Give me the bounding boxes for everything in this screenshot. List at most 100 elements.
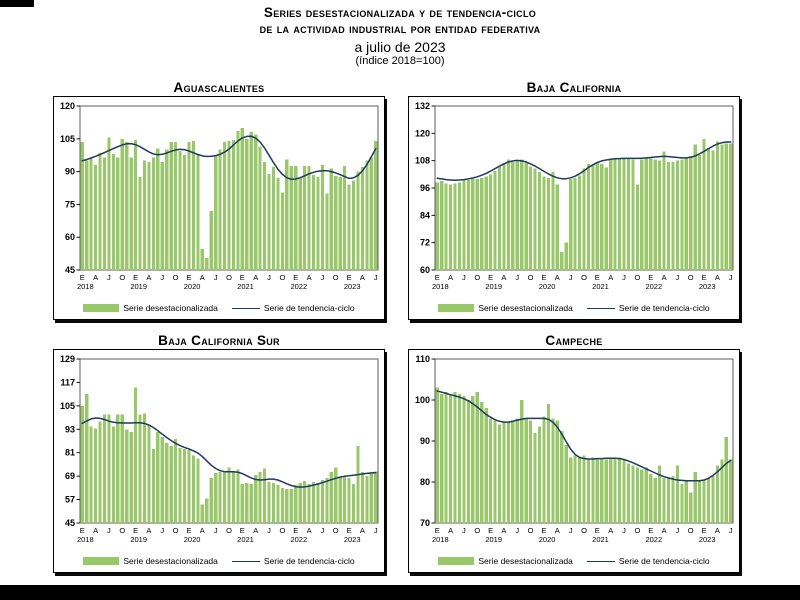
report-title-line1: Series desestacionalizada y de tendencia… (263, 5, 537, 20)
svg-text:2022: 2022 (290, 282, 307, 291)
svg-text:2020: 2020 (539, 282, 556, 291)
svg-text:E: E (648, 273, 653, 282)
svg-text:A: A (307, 526, 312, 535)
svg-text:A: A (608, 526, 613, 535)
chart-box: 110 100 90 80 70 E A J O E A J O E A J O E A J O E A J O E A J 2018 2… (408, 349, 740, 573)
svg-text:J: J (462, 273, 466, 282)
svg-text:E: E (488, 273, 493, 282)
svg-text:2018: 2018 (77, 282, 94, 291)
chart-panel-baja-california-sur: Baja California Sur 129 117 105 93 81 69 57 45 E… (49, 333, 389, 573)
svg-text:E: E (347, 526, 352, 535)
svg-text:J: J (160, 273, 164, 282)
svg-text:2021: 2021 (592, 535, 609, 544)
svg-text:2019: 2019 (485, 282, 502, 291)
chart-legend: Serie desestacionalizada Serie de tenden… (54, 553, 384, 569)
svg-text:E: E (347, 273, 352, 282)
svg-text:E: E (240, 526, 245, 535)
bars-series (80, 387, 378, 523)
svg-text:O: O (279, 273, 285, 282)
chart-box: 120 105 90 75 60 45 E A J O E A J O E A J O E A J O E A J O E A J 201… (53, 96, 385, 320)
svg-text:J: J (160, 526, 164, 535)
svg-text:93: 93 (65, 424, 75, 434)
svg-text:O: O (581, 273, 587, 282)
svg-text:J: J (321, 273, 325, 282)
svg-text:2019: 2019 (485, 535, 502, 544)
chart-title: Aguascalientes (173, 80, 265, 95)
svg-text:2021: 2021 (237, 535, 254, 544)
legend-bars-label: Serie desestacionalizada (123, 556, 218, 566)
svg-text:O: O (119, 526, 125, 535)
svg-text:O: O (173, 526, 179, 535)
svg-text:2021: 2021 (592, 282, 609, 291)
svg-text:75: 75 (65, 199, 75, 209)
svg-text:O: O (474, 526, 480, 535)
legend-bar-swatch (438, 304, 475, 312)
svg-text:E: E (80, 273, 85, 282)
svg-text:J: J (462, 526, 466, 535)
chart-title: Campeche (545, 333, 603, 348)
svg-text:O: O (226, 273, 232, 282)
svg-text:E: E (541, 526, 546, 535)
svg-text:A: A (448, 526, 453, 535)
svg-text:J: J (622, 526, 626, 535)
svg-text:O: O (634, 526, 640, 535)
svg-text:E: E (133, 526, 138, 535)
svg-text:J: J (569, 273, 573, 282)
svg-text:J: J (622, 273, 626, 282)
svg-text:O: O (688, 526, 694, 535)
svg-text:J: J (107, 273, 111, 282)
legend-line-label: Serie de tendencia-ciclo (618, 556, 710, 566)
svg-text:2022: 2022 (645, 535, 662, 544)
svg-text:60: 60 (420, 265, 430, 275)
chart-plot-area: 120 105 90 75 60 45 E A J O E A J O E A J O E A J O E A J O E A J 201… (54, 97, 384, 300)
chart-legend: Serie desestacionalizada Serie de tenden… (409, 300, 739, 316)
svg-text:J: J (107, 526, 111, 535)
svg-text:J: J (676, 526, 680, 535)
chart-plot-area: 129 117 105 93 81 69 57 45 E A J O E A J O E A J O E A J O E A J O E… (54, 350, 384, 553)
svg-text:2023: 2023 (699, 535, 716, 544)
svg-text:J: J (515, 273, 519, 282)
svg-text:2019: 2019 (130, 282, 147, 291)
svg-text:120: 120 (415, 128, 430, 138)
svg-text:A: A (555, 273, 560, 282)
svg-text:E: E (648, 526, 653, 535)
chart-box: 132 120 108 96 84 72 60 E A J O E A J O E A J O E A J O E A J O E A J… (408, 96, 740, 320)
trend-line (81, 417, 377, 488)
trend-line (81, 135, 377, 181)
chart-legend: Serie desestacionalizada Serie de tenden… (409, 553, 739, 569)
svg-text:A: A (555, 526, 560, 535)
chart-box: 129 117 105 93 81 69 57 45 E A J O E A J O E A J O E A J O E A J O E… (53, 349, 385, 573)
svg-text:J: J (729, 526, 733, 535)
svg-text:J: J (374, 526, 378, 535)
svg-text:90: 90 (65, 167, 75, 177)
bottom-black-bar (0, 585, 800, 600)
svg-text:O: O (528, 526, 534, 535)
svg-text:80: 80 (420, 477, 430, 487)
svg-text:2022: 2022 (290, 535, 307, 544)
legend-line-label: Serie de tendencia-ciclo (263, 556, 355, 566)
svg-text:A: A (360, 273, 365, 282)
svg-text:2023: 2023 (699, 282, 716, 291)
svg-text:O: O (333, 273, 339, 282)
svg-text:E: E (133, 273, 138, 282)
svg-text:E: E (702, 273, 707, 282)
legend-bars-label: Serie desestacionalizada (478, 556, 573, 566)
svg-text:A: A (501, 526, 506, 535)
svg-text:A: A (715, 526, 720, 535)
svg-text:J: J (374, 273, 378, 282)
svg-text:69: 69 (65, 471, 75, 481)
chart-panel-baja-california: Baja California 132 120 108 96 84 72 60 E A J O E A J… (404, 80, 744, 320)
svg-text:O: O (173, 273, 179, 282)
svg-text:J: J (214, 273, 218, 282)
svg-text:O: O (688, 273, 694, 282)
svg-text:A: A (146, 526, 151, 535)
svg-text:E: E (80, 526, 85, 535)
chart-panel-aguascalientes: Aguascalientes 120 105 90 75 60 45 E A J O E A J O E A J… (49, 80, 389, 320)
legend-line-swatch (231, 307, 260, 309)
svg-text:J: J (214, 526, 218, 535)
legend-bar-swatch (83, 557, 120, 565)
chart-title: Baja California (526, 80, 622, 95)
